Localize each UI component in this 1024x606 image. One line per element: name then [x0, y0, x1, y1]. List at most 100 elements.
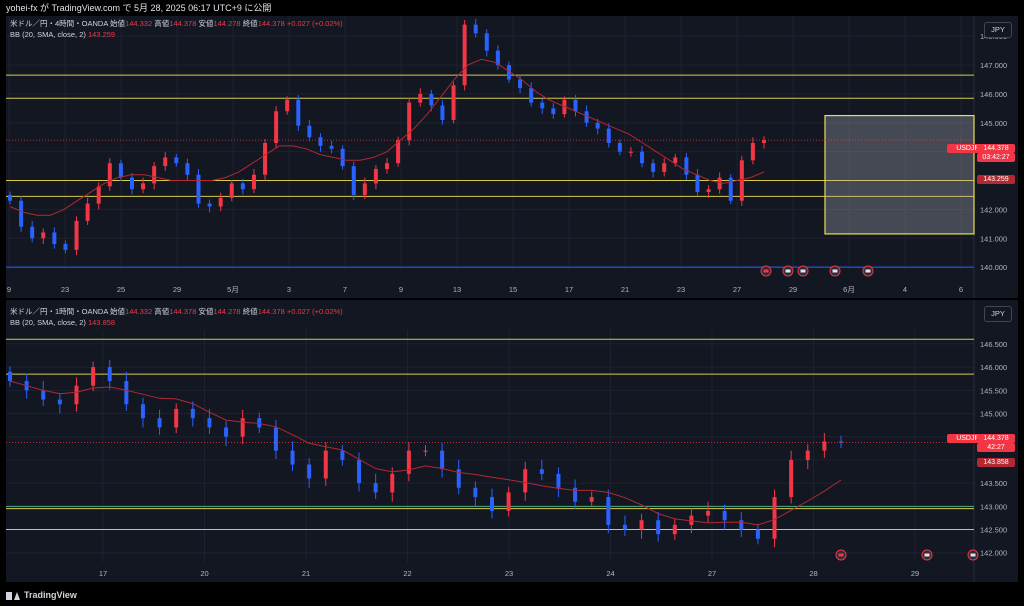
x-tick-label: 24	[606, 569, 614, 578]
y-tick-label: 145.500	[980, 386, 1007, 395]
candle-body	[722, 510, 727, 521]
candle-body	[839, 441, 843, 443]
candle-body	[207, 203, 212, 207]
x-tick-label: 5月	[227, 285, 239, 294]
candle-body	[340, 148, 345, 167]
candle-body	[606, 128, 611, 143]
tradingview-logo[interactable]: TradingView	[6, 590, 77, 600]
x-tick-label: 28	[809, 569, 817, 578]
open-label: 始値	[110, 19, 126, 28]
x-tick-label: 6	[959, 285, 963, 294]
last-price-tag: 144.378	[977, 434, 1015, 443]
chart-canvas-1h[interactable]: 146.500146.000145.500145.000144.500144.0…	[6, 300, 1018, 582]
x-tick-label: 29	[789, 285, 797, 294]
candle-body	[41, 232, 46, 239]
candle-body	[706, 510, 711, 516]
bb-label: BB (20, SMA, close, 2)	[10, 318, 86, 327]
event-icon-glyph	[800, 269, 806, 273]
candle-body	[684, 157, 689, 175]
candle-body	[805, 450, 810, 460]
y-tick-label: 143.500	[980, 479, 1007, 488]
x-tick-label: 29	[911, 569, 919, 578]
candle-body	[290, 450, 295, 465]
x-tick-label: 21	[621, 285, 629, 294]
candle-body	[340, 450, 345, 460]
y-tick-label: 147.000	[980, 61, 1007, 70]
chart-pane-1h[interactable]: 146.500146.000145.500145.000144.500144.0…	[6, 300, 1018, 582]
x-tick-label: 3	[287, 285, 291, 294]
change-value: +0.027 (+0.02%)	[286, 19, 343, 28]
candle-body	[129, 177, 134, 190]
event-icon-glyph	[970, 553, 976, 557]
candle-body	[30, 226, 35, 239]
candle-body	[263, 143, 268, 175]
candle-body	[91, 367, 96, 386]
candle-body	[589, 497, 594, 502]
candle-body	[656, 520, 661, 535]
event-icon-glyph	[785, 269, 791, 273]
y-tick-label: 145.000	[980, 119, 1007, 128]
candle-body	[518, 79, 523, 89]
candle-body	[273, 427, 278, 451]
candle-body	[573, 99, 578, 112]
candle-body	[595, 122, 600, 129]
candle-body	[456, 469, 461, 488]
candle-body	[673, 157, 678, 164]
bb-label: BB (20, SMA, close, 2)	[10, 30, 86, 39]
candle-body	[41, 390, 46, 400]
candle-body	[74, 385, 79, 405]
candle-body	[257, 418, 262, 428]
bb-legend-1h: BB (20, SMA, close, 2) 143.858	[10, 318, 115, 328]
currency-button[interactable]: JPY	[984, 306, 1012, 322]
candle-body	[762, 140, 766, 143]
open-value: 144.332	[125, 307, 153, 316]
candle-body	[329, 145, 334, 149]
candle-body	[540, 102, 545, 109]
close-label: 終値	[242, 19, 258, 28]
candle-body	[307, 125, 312, 138]
chart-canvas-4h[interactable]: 148.000147.000146.000145.000144.000143.0…	[6, 16, 1018, 298]
candle-body	[323, 450, 328, 479]
candle-body	[285, 99, 290, 112]
candle-body	[429, 93, 434, 106]
candle-body	[224, 427, 229, 437]
target-zone-rect	[824, 114, 975, 235]
candle-body	[739, 160, 744, 201]
candle-body	[418, 93, 423, 103]
y-tick-label: 142.000	[980, 205, 1007, 214]
currency-button[interactable]: JPY	[984, 22, 1012, 38]
y-tick-label: 145.000	[980, 410, 1007, 419]
candle-body	[74, 220, 79, 250]
high-label: 高値	[154, 307, 170, 316]
candle-body	[8, 371, 12, 382]
x-tick-label: 22	[403, 569, 411, 578]
high-value: 144.378	[169, 307, 197, 316]
candle-body	[174, 408, 179, 428]
symbol-tag: USDJPY	[947, 144, 993, 153]
legend-symbol: 米ドル／円・4時間・OANDA	[10, 19, 108, 28]
x-tick-label: 23	[677, 285, 685, 294]
bb-legend-4h: BB (20, SMA, close, 2) 143.259	[10, 30, 115, 40]
candle-body	[407, 102, 412, 141]
candle-body	[152, 166, 157, 184]
high-label: 高値	[154, 19, 170, 28]
x-tick-label: 6月	[843, 285, 855, 294]
candle-body	[218, 197, 223, 207]
chart-pane-4h[interactable]: 148.000147.000146.000145.000144.000143.0…	[6, 16, 1018, 298]
candle-body	[484, 33, 489, 51]
candle-body	[639, 520, 644, 530]
y-tick-label: 146.500	[980, 340, 1007, 349]
publish-info: yohei-fx が TradingView.com で 5月 28, 2025…	[0, 0, 1024, 16]
candle-body	[473, 487, 478, 498]
bollinger-mid-line	[9, 380, 842, 526]
x-tick-label: 21	[302, 569, 310, 578]
candle-body	[307, 464, 312, 479]
legend-symbol: 米ドル／円・1時間・OANDA	[10, 307, 108, 316]
candle-body	[185, 163, 190, 175]
x-tick-label: 27	[733, 285, 741, 294]
countdown-tag: 42:27	[977, 443, 1015, 452]
candle-body	[628, 151, 633, 153]
event-icon-glyph	[924, 553, 930, 557]
candle-body	[19, 200, 24, 227]
open-label: 始値	[110, 307, 126, 316]
